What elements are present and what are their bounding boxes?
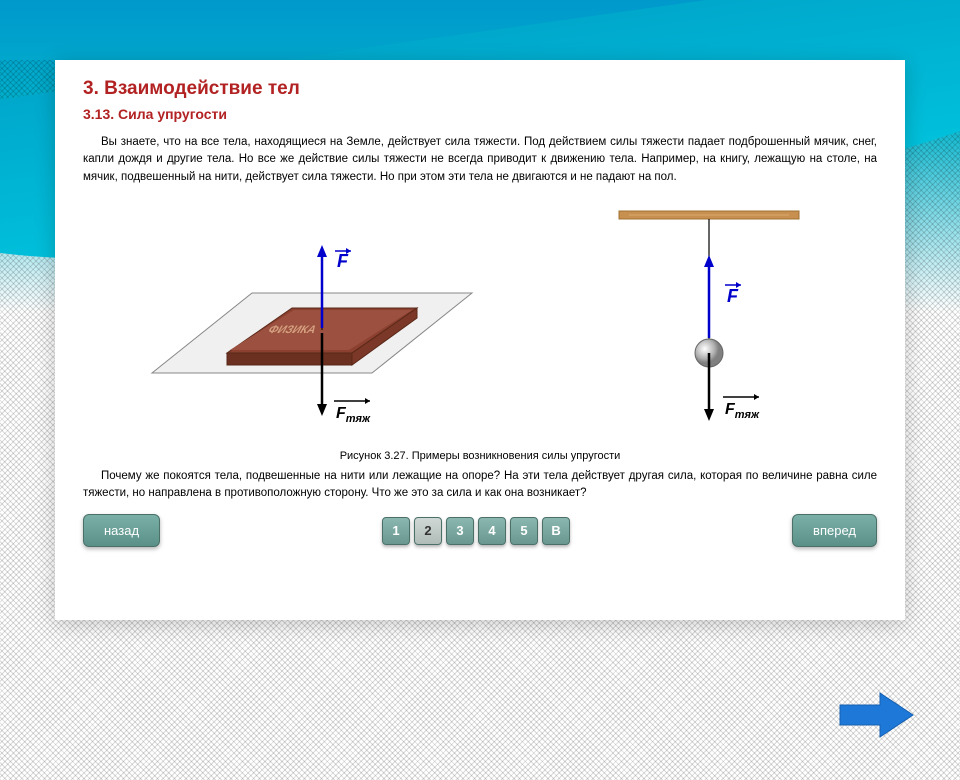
question-paragraph: Почему же покоятся тела, подвешенные на … bbox=[83, 468, 877, 503]
button-bar: назад 1 2 3 4 5 В вперед bbox=[83, 514, 877, 547]
intro-paragraph: Вы знаете, что на все тела, находящиеся … bbox=[83, 134, 877, 186]
next-slide-arrow[interactable] bbox=[835, 690, 915, 745]
page-btn-2[interactable]: 2 bbox=[414, 517, 442, 545]
page-btn-v[interactable]: В bbox=[542, 517, 570, 545]
page-btn-5[interactable]: 5 bbox=[510, 517, 538, 545]
figure-book-on-table: ФИЗИКА F Fтяж bbox=[142, 203, 482, 438]
page-btn-1[interactable]: 1 bbox=[382, 517, 410, 545]
chapter-title: 3. Взаимодействие тел bbox=[83, 78, 877, 100]
page-btn-4[interactable]: 4 bbox=[478, 517, 506, 545]
forward-button[interactable]: вперед bbox=[792, 514, 877, 547]
force-gravity-label-right: Fтяж bbox=[725, 401, 760, 421]
force-up-label-right: F bbox=[727, 286, 739, 306]
page-btn-3[interactable]: 3 bbox=[446, 517, 474, 545]
section-title: 3.13. Сила упругости bbox=[83, 106, 877, 122]
figure-ball-on-string: F Fтяж bbox=[599, 203, 819, 438]
page-buttons: 1 2 3 4 5 В bbox=[382, 517, 570, 545]
back-button[interactable]: назад bbox=[83, 514, 160, 547]
force-up-label: F bbox=[337, 251, 349, 271]
figure-area: ФИЗИКА F Fтяж bbox=[83, 196, 877, 446]
figure-caption: Рисунок 3.27. Примеры возникновения силы… bbox=[83, 450, 877, 462]
force-gravity-label-left: Fтяж bbox=[336, 405, 371, 425]
svg-text:ФИЗИКА: ФИЗИКА bbox=[265, 323, 320, 336]
content-card: 3. Взаимодействие тел 3.13. Сила упругос… bbox=[55, 60, 905, 620]
